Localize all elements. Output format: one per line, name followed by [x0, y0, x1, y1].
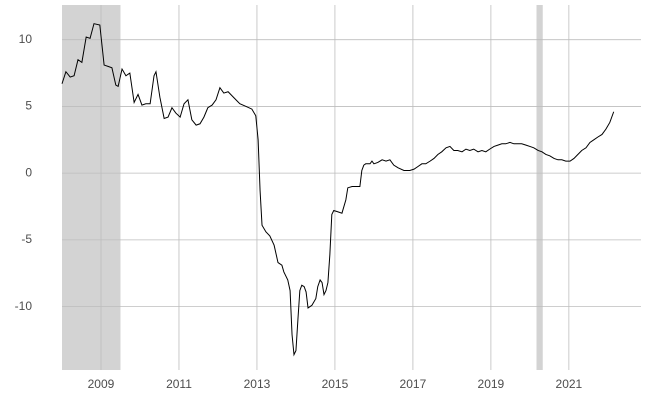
recession-band: [536, 5, 543, 370]
x-tick-label: 2021: [556, 377, 583, 391]
x-tick-label: 2013: [244, 377, 271, 391]
y-tick-label: 5: [25, 99, 32, 113]
x-tick-label: 2015: [322, 377, 349, 391]
y-tick-label: -10: [15, 299, 33, 313]
y-tick-label: -5: [21, 232, 32, 246]
x-tick-label: 2017: [400, 377, 427, 391]
line: [61, 23, 615, 357]
x-tick-label: 2019: [478, 377, 505, 391]
x-tick-label: 2009: [88, 377, 115, 391]
recession-band: [62, 5, 121, 370]
y-tick-label: 0: [25, 165, 32, 179]
x-tick-label: 2011: [166, 377, 192, 391]
y-tick-label: 10: [19, 32, 33, 46]
